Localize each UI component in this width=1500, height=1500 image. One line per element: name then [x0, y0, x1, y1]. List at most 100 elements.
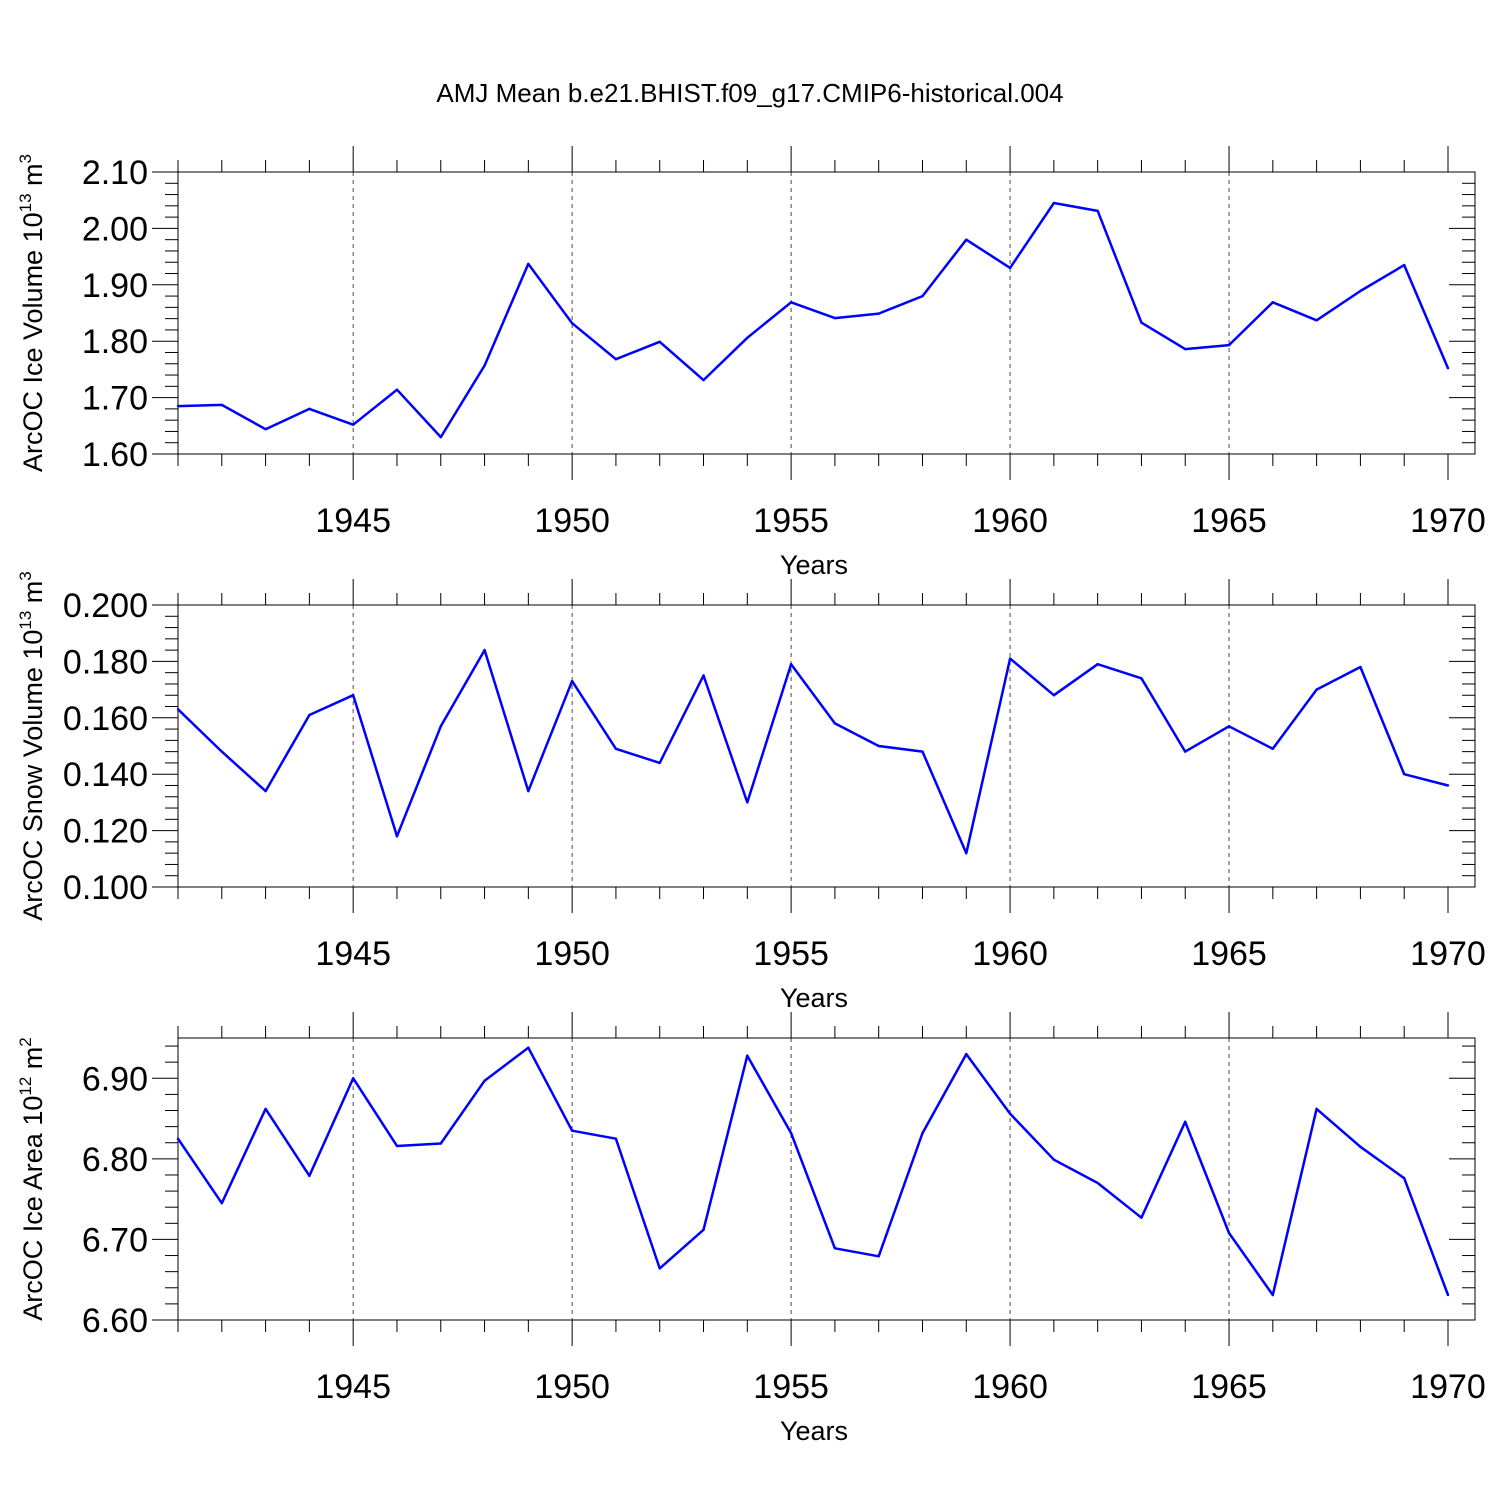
plot-frame: [177, 171, 1476, 455]
data-point: [1096, 663, 1099, 666]
x-tick-label: 1960: [972, 502, 1048, 540]
data-point: [308, 407, 311, 411]
y-tick-label: 0.140: [63, 756, 148, 794]
series-line: [177, 201, 1450, 439]
y-tick-label: 0.100: [63, 869, 148, 907]
y-tick-label: 6.70: [82, 1221, 148, 1259]
y-tick-label: 6.60: [82, 1302, 148, 1340]
data-point: [965, 238, 968, 241]
data-point: [351, 1077, 355, 1080]
data-point: [483, 364, 486, 367]
data-point: [877, 1255, 880, 1258]
data-point: [1140, 321, 1143, 324]
data-point: [702, 1228, 705, 1231]
data-point: [965, 851, 968, 855]
y-axis-label: ArcOC Ice Area 1012 m2: [16, 1037, 48, 1321]
plot-frame: [177, 1037, 1476, 1321]
data-point: [1096, 1181, 1099, 1185]
data-point: [264, 427, 267, 431]
data-point: [570, 1129, 574, 1132]
data-point: [833, 316, 837, 320]
x-tick-label: 1945: [315, 502, 391, 540]
x-tick-label: 1945: [315, 935, 391, 973]
y-tick-label: 1.60: [82, 436, 148, 474]
x-tick-label: 1945: [315, 1368, 391, 1406]
x-tick-label: 1970: [1410, 1368, 1486, 1406]
x-tick-label: 1960: [972, 1368, 1048, 1406]
y-axis-label: ArcOC Snow Volume 1013 m3: [16, 571, 48, 921]
data-point: [1184, 750, 1187, 753]
x-tick-label: 1950: [534, 1368, 610, 1406]
data-point: [1271, 301, 1275, 304]
x-tick-label: 1970: [1410, 502, 1486, 540]
data-point: [395, 835, 399, 838]
data-point: [877, 312, 880, 315]
data-point: [1140, 1216, 1143, 1219]
data-point: [351, 694, 355, 697]
data-point: [1184, 1120, 1187, 1123]
data-point: [1227, 725, 1231, 728]
data-point: [614, 747, 618, 751]
x-tick-label: 1950: [534, 935, 610, 973]
data-point: [1403, 263, 1406, 267]
data-point: [439, 435, 442, 439]
data-point: [965, 1052, 968, 1056]
data-point: [1446, 784, 1450, 787]
x-tick-label: 1950: [534, 502, 610, 540]
data-point: [833, 1247, 837, 1250]
x-axis-label: Years: [780, 550, 848, 580]
data-point: [176, 404, 180, 408]
data-point: [527, 262, 530, 266]
data-point: [176, 708, 180, 711]
data-point: [527, 1046, 530, 1049]
data-point: [570, 321, 574, 325]
data-point: [658, 340, 661, 343]
data-point: [1359, 665, 1362, 669]
y-tick-label: 2.00: [82, 210, 148, 248]
data-point: [1315, 1107, 1318, 1111]
data-point: [789, 301, 793, 304]
data-point: [921, 750, 924, 753]
data-point: [176, 1137, 180, 1140]
y-axis-label: ArcOC Ice Volume 1013 m3: [16, 154, 48, 472]
y-tick-label: 0.160: [63, 700, 148, 738]
x-tick-label: 1955: [753, 1368, 829, 1406]
x-tick-label: 1970: [1410, 935, 1486, 973]
data-point: [833, 722, 837, 725]
data-point: [439, 725, 442, 728]
data-point: [527, 789, 530, 793]
data-point: [351, 423, 355, 426]
data-point: [1008, 266, 1012, 270]
data-point: [1315, 319, 1318, 322]
data-point: [220, 403, 223, 407]
data-point: [1446, 1293, 1450, 1297]
data-point: [1271, 747, 1275, 751]
data-point: [746, 336, 749, 340]
plot-frame: [177, 604, 1476, 888]
data-point: [746, 1054, 749, 1057]
data-point: [658, 761, 661, 765]
data-point: [921, 294, 924, 298]
y-tick-label: 6.90: [82, 1060, 148, 1098]
data-point: [1184, 347, 1187, 351]
data-point: [746, 801, 749, 804]
data-point: [1227, 1231, 1231, 1235]
data-point: [1227, 343, 1231, 347]
y-tick-label: 1.80: [82, 323, 148, 361]
data-point: [1403, 1176, 1406, 1180]
y-tick-label: 1.70: [82, 380, 148, 418]
data-point: [1446, 367, 1450, 370]
data-point: [789, 1131, 793, 1135]
data-point: [395, 388, 399, 391]
data-point: [1052, 201, 1056, 205]
data-point: [1052, 694, 1056, 697]
data-point: [1008, 1112, 1012, 1115]
data-point: [1008, 657, 1012, 660]
data-point: [614, 358, 618, 361]
x-tick-label: 1960: [972, 935, 1048, 973]
x-tick-label: 1965: [1191, 502, 1267, 540]
x-tick-label: 1965: [1191, 1368, 1267, 1406]
y-tick-label: 1.90: [82, 267, 148, 305]
data-point: [1359, 1145, 1362, 1148]
